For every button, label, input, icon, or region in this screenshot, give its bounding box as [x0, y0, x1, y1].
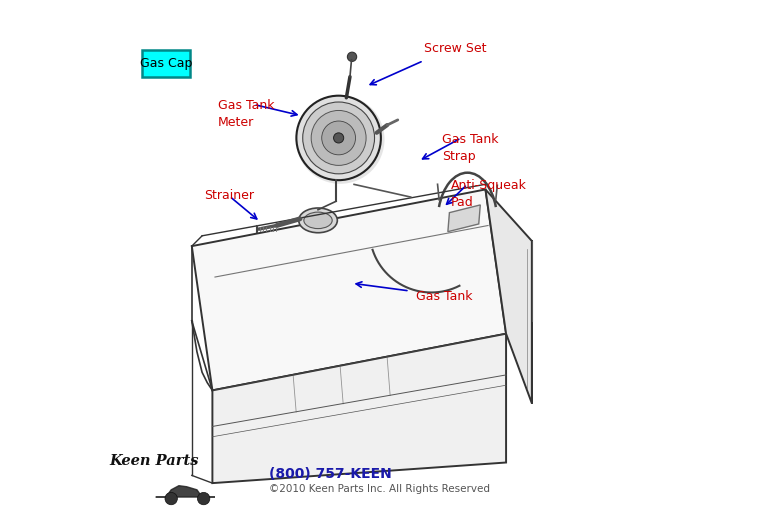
- Circle shape: [322, 121, 356, 155]
- Text: Gas Tank: Gas Tank: [416, 290, 473, 303]
- Circle shape: [165, 493, 177, 505]
- Text: (800) 757-KEEN: (800) 757-KEEN: [269, 467, 392, 481]
- Polygon shape: [192, 190, 506, 391]
- Circle shape: [303, 102, 374, 174]
- Polygon shape: [156, 486, 215, 497]
- Text: Gas Cap: Gas Cap: [140, 57, 192, 70]
- Circle shape: [347, 52, 357, 62]
- Text: Strainer: Strainer: [203, 190, 253, 203]
- Text: ©2010 Keen Parts Inc. All Rights Reserved: ©2010 Keen Parts Inc. All Rights Reserve…: [269, 484, 490, 494]
- Circle shape: [333, 133, 343, 143]
- Text: Screw Set: Screw Set: [424, 42, 486, 55]
- Ellipse shape: [304, 212, 332, 228]
- Text: Gas Tank
Meter: Gas Tank Meter: [218, 99, 274, 130]
- Text: Gas Tank 
Strap: Gas Tank Strap: [442, 133, 502, 163]
- Polygon shape: [485, 190, 532, 403]
- Text: Keen Parts: Keen Parts: [109, 454, 199, 468]
- Polygon shape: [213, 334, 506, 483]
- Circle shape: [296, 95, 384, 184]
- Circle shape: [197, 493, 209, 505]
- Polygon shape: [448, 205, 480, 232]
- Text: Anti-Squeak
Pad: Anti-Squeak Pad: [451, 179, 527, 209]
- Circle shape: [311, 110, 366, 165]
- Circle shape: [296, 96, 381, 180]
- FancyBboxPatch shape: [142, 50, 190, 77]
- Ellipse shape: [299, 208, 337, 233]
